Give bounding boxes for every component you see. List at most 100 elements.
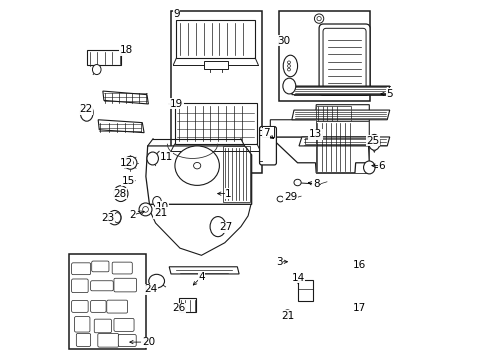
FancyBboxPatch shape [90, 301, 106, 312]
Ellipse shape [80, 104, 93, 121]
FancyBboxPatch shape [112, 262, 132, 274]
Text: 10: 10 [155, 202, 168, 212]
Bar [261, 126, 274, 137]
FancyBboxPatch shape [114, 278, 136, 292]
Text: 29: 29 [283, 192, 296, 202]
Text: 23: 23 [102, 213, 115, 222]
Text: 21: 21 [281, 311, 294, 320]
FancyBboxPatch shape [92, 261, 109, 272]
Bar [179, 298, 196, 312]
Ellipse shape [287, 68, 290, 71]
Bar [315, 121, 368, 173]
Ellipse shape [193, 162, 201, 169]
FancyBboxPatch shape [76, 333, 90, 346]
Text: 26: 26 [172, 303, 185, 314]
Bar [304, 138, 376, 144]
Bar [223, 146, 249, 202]
FancyBboxPatch shape [106, 300, 127, 313]
Text: 7: 7 [262, 129, 269, 138]
Text: 4: 4 [198, 272, 204, 282]
Bar [171, 12, 262, 173]
Polygon shape [102, 91, 148, 104]
Text: 3: 3 [276, 257, 283, 267]
Polygon shape [174, 103, 257, 144]
Text: 13: 13 [308, 129, 322, 139]
Ellipse shape [124, 156, 137, 169]
FancyBboxPatch shape [72, 263, 90, 275]
Text: 21: 21 [154, 208, 167, 218]
Ellipse shape [282, 78, 295, 94]
Text: 17: 17 [352, 303, 365, 314]
Text: 6: 6 [377, 161, 384, 171]
Ellipse shape [287, 61, 290, 64]
Ellipse shape [285, 312, 288, 315]
Ellipse shape [284, 310, 290, 317]
Text: 11: 11 [160, 152, 173, 162]
Text: 12: 12 [119, 158, 133, 168]
Bar [297, 280, 312, 301]
Ellipse shape [363, 161, 374, 174]
Bar [87, 50, 121, 65]
Text: 25: 25 [366, 136, 379, 145]
Ellipse shape [139, 203, 152, 216]
Polygon shape [291, 86, 389, 95]
Polygon shape [298, 137, 389, 146]
Text: 5: 5 [386, 89, 392, 99]
Ellipse shape [293, 179, 301, 186]
Ellipse shape [113, 186, 128, 202]
Ellipse shape [127, 160, 133, 166]
Polygon shape [270, 105, 368, 137]
Text: 20: 20 [142, 337, 155, 347]
Text: 9: 9 [173, 9, 179, 19]
Ellipse shape [283, 55, 297, 77]
Ellipse shape [277, 196, 283, 202]
Bar [69, 253, 145, 348]
Text: 18: 18 [119, 45, 133, 55]
Ellipse shape [108, 211, 121, 225]
Bar [316, 106, 351, 121]
FancyBboxPatch shape [118, 334, 136, 346]
FancyBboxPatch shape [94, 319, 111, 333]
Ellipse shape [92, 64, 101, 75]
Text: 2: 2 [129, 210, 136, 220]
Text: 22: 22 [79, 104, 92, 114]
Text: 24: 24 [143, 284, 157, 294]
FancyBboxPatch shape [319, 24, 369, 95]
FancyBboxPatch shape [72, 279, 88, 293]
Text: 27: 27 [219, 222, 232, 232]
Ellipse shape [210, 217, 225, 237]
Polygon shape [291, 110, 389, 120]
Polygon shape [98, 120, 144, 133]
Polygon shape [145, 146, 251, 204]
FancyBboxPatch shape [90, 281, 113, 291]
FancyBboxPatch shape [74, 317, 90, 332]
Ellipse shape [158, 209, 165, 216]
FancyBboxPatch shape [114, 319, 134, 331]
Text: 16: 16 [352, 260, 365, 270]
Text: 19: 19 [169, 99, 183, 109]
Ellipse shape [147, 152, 158, 165]
Ellipse shape [152, 197, 161, 207]
Ellipse shape [314, 14, 323, 23]
Polygon shape [147, 204, 250, 255]
FancyBboxPatch shape [259, 127, 276, 165]
Text: 14: 14 [291, 273, 305, 283]
Ellipse shape [160, 211, 163, 214]
FancyBboxPatch shape [72, 301, 88, 312]
Bar [203, 61, 227, 69]
Text: 8: 8 [312, 179, 319, 189]
Ellipse shape [142, 207, 148, 212]
Text: 1: 1 [224, 189, 231, 199]
Polygon shape [176, 21, 255, 58]
Polygon shape [270, 137, 368, 173]
Ellipse shape [287, 64, 290, 67]
FancyBboxPatch shape [323, 28, 366, 91]
Ellipse shape [175, 146, 219, 185]
Polygon shape [169, 267, 239, 274]
Ellipse shape [316, 17, 321, 21]
Ellipse shape [113, 213, 121, 223]
Ellipse shape [368, 134, 379, 150]
Text: 15: 15 [121, 176, 134, 186]
FancyBboxPatch shape [98, 333, 119, 347]
Ellipse shape [148, 274, 164, 288]
